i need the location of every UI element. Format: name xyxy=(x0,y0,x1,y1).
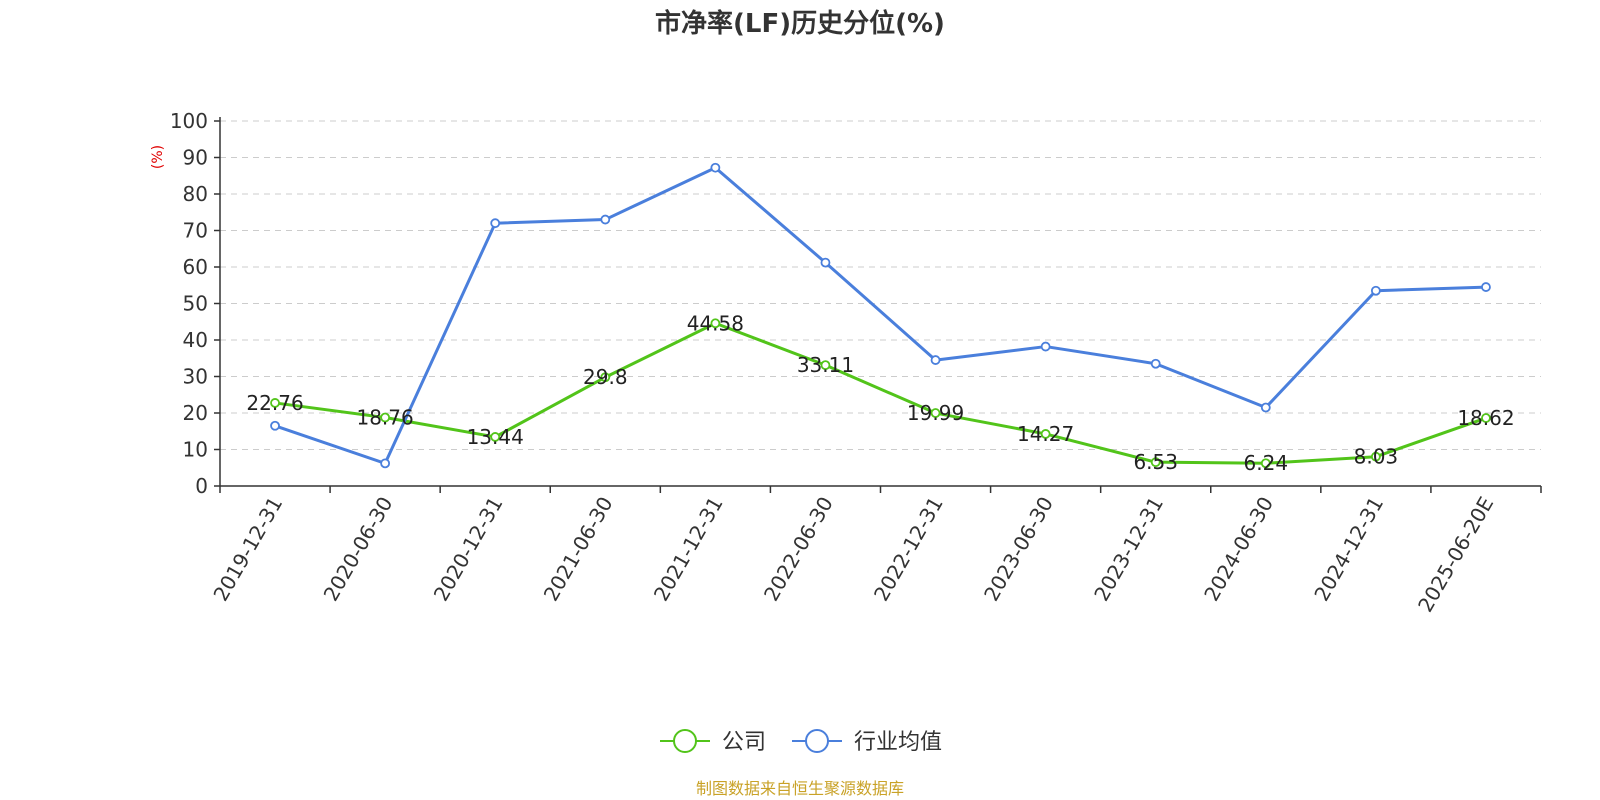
x-tick-label: 2022-12-31 xyxy=(869,493,948,606)
y-tick-label: 50 xyxy=(183,292,208,316)
x-tick-label: 2019-12-31 xyxy=(208,493,287,606)
legend-marker xyxy=(805,729,829,753)
legend[interactable]: 公司 行业均值 xyxy=(660,729,942,755)
y-tick-label: 10 xyxy=(183,438,208,462)
series-line-1 xyxy=(274,166,1487,465)
data-label: 6.24 xyxy=(1244,451,1289,475)
legend-item-1[interactable]: 行业均值 xyxy=(792,729,942,755)
y-tick-label: 20 xyxy=(183,401,208,425)
data-point[interactable] xyxy=(1370,285,1381,296)
legend-item-0[interactable]: 公司 xyxy=(660,729,766,755)
grid-lines xyxy=(220,120,1541,450)
source-note: 制图数据来自恒生聚源数据库 xyxy=(696,779,904,798)
data-label: 14.27 xyxy=(1017,422,1074,446)
data-point[interactable] xyxy=(1150,457,1161,468)
y-tick-label: 0 xyxy=(195,474,208,498)
data-point[interactable] xyxy=(490,218,501,229)
data-point[interactable] xyxy=(1481,282,1491,292)
y-tick-label: 30 xyxy=(183,365,208,389)
data-point[interactable] xyxy=(710,162,721,173)
data-point[interactable] xyxy=(1370,451,1381,462)
data-point[interactable] xyxy=(600,214,611,225)
data-label: 22.76 xyxy=(246,391,303,415)
data-label: 19.99 xyxy=(907,401,964,425)
y-tick-label: 80 xyxy=(183,182,208,206)
x-tick-label: 2023-06-30 xyxy=(979,493,1058,606)
data-point[interactable] xyxy=(1040,429,1051,439)
y-axis-label: (%) xyxy=(150,145,166,169)
axes: 0 10 20 30 40 50 60 70 80 90 100 2019-12-31 2020-06-… xyxy=(170,109,1542,617)
data-label: 18.76 xyxy=(356,406,413,430)
data-point[interactable] xyxy=(1481,413,1491,423)
data-point[interactable] xyxy=(1260,402,1271,413)
x-tick-label: 2022-06-30 xyxy=(759,493,838,606)
data-point[interactable] xyxy=(600,372,611,383)
x-tick-label: 2023-12-31 xyxy=(1089,493,1168,606)
y-tick-label: 40 xyxy=(183,328,208,352)
chart-title: 市净率(LF)历史分位(%) xyxy=(655,8,945,39)
data-point[interactable] xyxy=(930,408,941,418)
data-point[interactable] xyxy=(490,432,501,442)
data-point[interactable] xyxy=(270,420,280,431)
data-point[interactable] xyxy=(270,398,280,408)
data-point[interactable] xyxy=(930,355,941,365)
data-point[interactable] xyxy=(820,360,831,371)
data-label: 8.03 xyxy=(1354,445,1399,469)
x-tick-label: 2024-06-30 xyxy=(1199,493,1278,606)
data-point[interactable] xyxy=(1040,341,1051,352)
data-label: 13.44 xyxy=(467,425,524,449)
x-tick-label: 2021-12-31 xyxy=(649,493,728,606)
y-tick-label: 60 xyxy=(183,255,208,279)
data-label: 44.58 xyxy=(687,311,744,335)
series-line-0 xyxy=(274,321,1487,465)
data-label: 18.62 xyxy=(1457,406,1514,430)
x-tick-label: 2020-06-30 xyxy=(319,493,398,606)
x-tick-label: 2025-06-20E xyxy=(1413,493,1498,617)
data-point[interactable] xyxy=(710,318,721,329)
data-label: 6.53 xyxy=(1133,450,1178,474)
series-group xyxy=(270,162,1491,469)
data-point[interactable] xyxy=(380,412,391,423)
y-tick-label: 90 xyxy=(183,146,208,170)
x-tick-label: 2021-06-30 xyxy=(539,493,618,606)
data-label: 29.8 xyxy=(583,365,628,389)
data-point[interactable] xyxy=(820,257,831,268)
data-point[interactable] xyxy=(1150,358,1161,369)
legend-marker xyxy=(673,729,697,753)
y-tick-label: 100 xyxy=(170,109,208,133)
data-point[interactable] xyxy=(380,458,391,469)
legend-label: 行业均值 xyxy=(854,730,942,755)
data-label: 33.11 xyxy=(797,353,854,377)
data-point[interactable] xyxy=(1260,458,1271,469)
y-tick-label: 70 xyxy=(183,219,208,243)
x-tick-label: 2024-12-31 xyxy=(1309,493,1388,606)
legend-label: 公司 xyxy=(722,730,766,755)
data-labels: 22.76 18.76 13.44 29.8 44.58 33.11 19.99 14.27 6… xyxy=(246,311,1514,475)
x-tick-label: 2020-12-31 xyxy=(429,493,508,606)
